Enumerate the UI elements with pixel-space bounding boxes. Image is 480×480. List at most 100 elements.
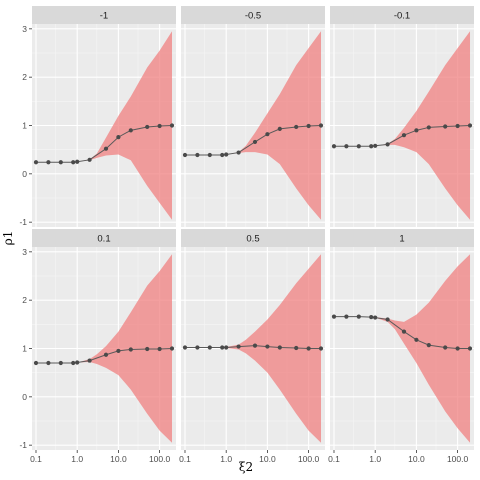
data-point	[414, 128, 419, 133]
data-point	[58, 160, 63, 165]
data-point	[356, 314, 361, 319]
facet-panel: -0.5	[181, 6, 325, 227]
x-tick-label: 100.0	[447, 454, 469, 464]
data-point	[265, 344, 270, 349]
data-point	[75, 159, 80, 164]
data-point	[306, 346, 311, 351]
data-point	[195, 152, 200, 158]
data-point	[46, 360, 51, 366]
data-point	[265, 132, 270, 137]
data-point	[71, 360, 76, 366]
facet-strip	[330, 229, 474, 247]
facet-panel: 1	[330, 229, 474, 450]
facet-strip	[181, 6, 325, 24]
x-tick-label: 0.1	[328, 454, 340, 464]
data-point	[455, 346, 460, 351]
facet-strip	[32, 229, 176, 247]
data-point	[116, 348, 121, 354]
y-tick-label: 3	[22, 24, 27, 34]
facet-strip	[330, 6, 474, 24]
x-axis-title: ξ2	[239, 460, 253, 474]
data-point	[331, 314, 337, 319]
y-tick-label: 3	[22, 247, 27, 257]
facet-strip	[32, 6, 176, 24]
data-point	[443, 124, 448, 129]
confidence-ribbon	[184, 31, 322, 220]
facet-panel: -0.1	[330, 6, 474, 227]
data-point	[169, 346, 175, 351]
facet-strip-label: 1	[399, 234, 404, 245]
data-point	[116, 135, 121, 140]
data-point	[87, 157, 92, 162]
y-tick-label: 0	[22, 392, 27, 402]
data-point	[128, 128, 133, 133]
y-axis-labels: -1 0 1 2 3 -1 0 1 2 3	[19, 24, 32, 450]
confidence-ribbon	[35, 254, 173, 443]
y-tick-label: 1	[22, 121, 27, 131]
y-tick-label: 2	[22, 72, 27, 82]
x-tick-label: 100.0	[149, 454, 171, 464]
y-tick-label: -1	[19, 217, 27, 227]
confidence-ribbon	[333, 31, 471, 220]
data-point	[385, 317, 390, 322]
data-point	[207, 152, 212, 158]
data-point	[344, 144, 349, 149]
data-point	[182, 152, 188, 158]
data-point	[87, 358, 92, 363]
data-point	[306, 123, 311, 129]
data-point	[344, 314, 349, 319]
facet-strip	[181, 229, 325, 247]
data-point	[75, 360, 80, 365]
y-tick-label: 2	[22, 295, 27, 305]
facet-strip-label: 0.5	[246, 234, 259, 245]
x-tick-label: 10.0	[259, 454, 276, 464]
y-axis-title: ρ1	[1, 231, 15, 246]
data-point	[318, 123, 324, 128]
y-tick-label: 1	[22, 344, 27, 354]
facet-strip-label: 0.1	[97, 234, 110, 245]
data-point	[369, 314, 374, 320]
x-tick-label: 1.0	[220, 454, 232, 464]
data-point	[236, 344, 241, 349]
facet-panel: 0.1	[32, 229, 176, 450]
data-point	[414, 337, 419, 342]
data-point	[294, 124, 299, 130]
data-point	[220, 345, 225, 350]
data-point	[385, 142, 390, 147]
data-point	[331, 144, 337, 149]
data-point	[220, 152, 225, 158]
data-point	[46, 160, 51, 165]
data-point	[103, 146, 109, 151]
y-tick-label: 0	[22, 169, 27, 179]
facet-strip-label: -0.1	[394, 11, 410, 22]
y-tick-label: -1	[19, 440, 27, 450]
data-point	[373, 315, 378, 320]
facet-panel: 0.5	[181, 229, 325, 450]
data-point	[157, 123, 162, 129]
confidence-ribbon	[333, 254, 471, 443]
x-tick-label: 100.0	[298, 454, 320, 464]
data-point	[195, 345, 200, 350]
data-point	[443, 345, 448, 350]
data-point	[224, 152, 229, 157]
data-point	[426, 125, 431, 130]
data-point	[252, 343, 258, 348]
data-point	[401, 329, 407, 334]
data-point	[426, 343, 431, 348]
x-axis-labels: 0.1 1.0 10.0 100.0 0.1 1.0 10.0 100.0 0.1 1.0 10.0…	[30, 450, 469, 464]
confidence-ribbon	[35, 31, 173, 220]
data-point	[169, 123, 175, 128]
facet-panel: -1	[32, 6, 176, 227]
data-point	[145, 124, 150, 130]
data-point	[369, 144, 374, 149]
data-point	[71, 160, 76, 165]
data-point	[33, 360, 39, 366]
panels-layer: -1 -0.5 -0.1 0.1 0.5 1	[32, 6, 474, 450]
data-point	[33, 160, 39, 165]
data-point	[373, 143, 378, 148]
x-tick-label: 1.0	[369, 454, 381, 464]
data-point	[224, 345, 229, 350]
x-tick-label: 10.0	[110, 454, 127, 464]
data-point	[182, 345, 188, 350]
